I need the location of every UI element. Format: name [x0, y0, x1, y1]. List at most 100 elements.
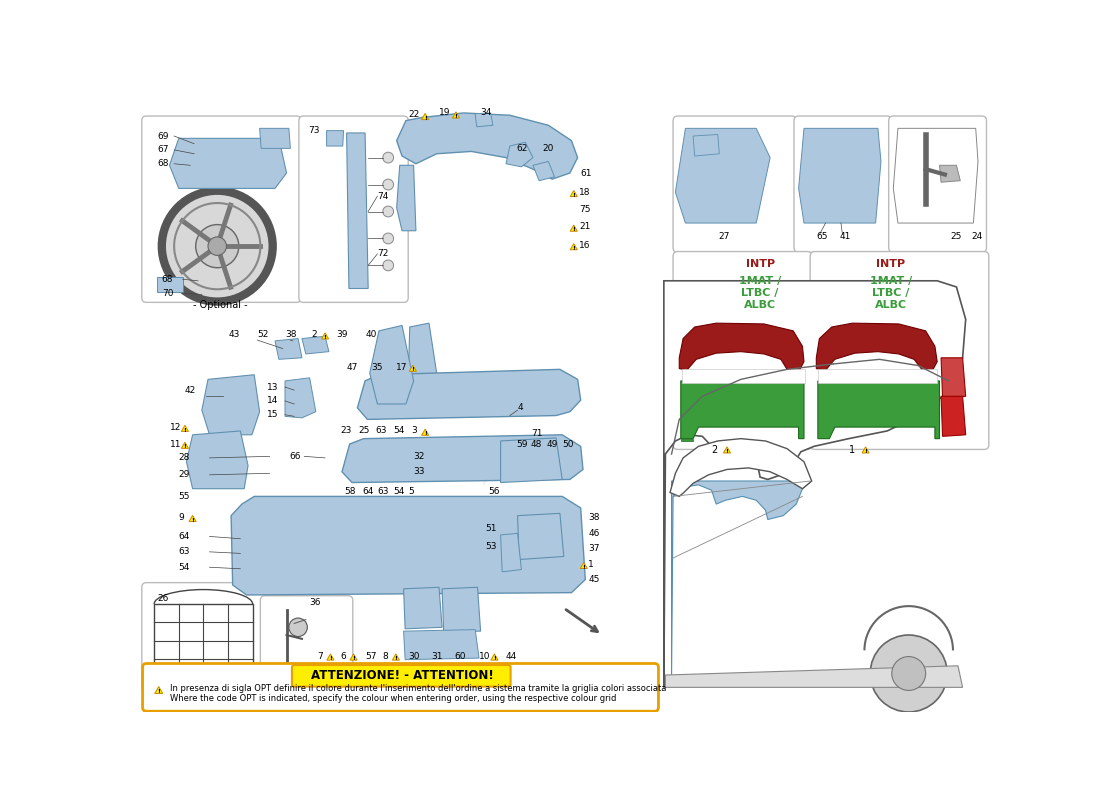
Polygon shape	[475, 113, 493, 126]
Polygon shape	[500, 438, 562, 482]
Polygon shape	[285, 378, 316, 418]
Text: 12: 12	[169, 422, 180, 432]
Polygon shape	[397, 113, 578, 179]
Polygon shape	[517, 514, 563, 559]
Text: 69: 69	[157, 131, 168, 141]
Polygon shape	[452, 112, 460, 118]
Text: 68: 68	[157, 159, 168, 168]
FancyBboxPatch shape	[142, 582, 265, 692]
Text: 52: 52	[257, 330, 268, 339]
Polygon shape	[570, 243, 578, 250]
Text: ATTENZIONE! - ATTENTION!: ATTENZIONE! - ATTENTION!	[310, 670, 494, 682]
FancyBboxPatch shape	[673, 116, 796, 252]
Polygon shape	[321, 333, 329, 339]
Text: !: !	[411, 367, 415, 373]
Text: !: !	[572, 246, 575, 251]
Text: 70: 70	[162, 289, 174, 298]
Text: 43: 43	[229, 330, 240, 339]
Polygon shape	[570, 225, 578, 231]
Polygon shape	[358, 370, 581, 419]
Text: !: !	[424, 431, 427, 436]
Text: 54: 54	[178, 562, 190, 572]
Polygon shape	[506, 142, 534, 167]
Text: 19: 19	[439, 109, 451, 118]
Text: 14: 14	[267, 397, 278, 406]
FancyBboxPatch shape	[261, 596, 353, 690]
Polygon shape	[301, 336, 329, 354]
Text: 32: 32	[414, 452, 425, 461]
Polygon shape	[580, 562, 587, 569]
Text: 48: 48	[530, 439, 542, 449]
Text: 29: 29	[178, 470, 190, 479]
Polygon shape	[664, 281, 966, 687]
Text: 74: 74	[377, 192, 388, 201]
Text: 58: 58	[344, 487, 355, 496]
Text: In presenza di sigla OPT definire il colore durante l'inserimento dell'ordine a : In presenza di sigla OPT definire il col…	[169, 684, 666, 693]
Polygon shape	[408, 323, 437, 381]
Text: !: !	[572, 227, 575, 232]
Text: 60: 60	[454, 652, 466, 661]
Polygon shape	[260, 128, 290, 148]
Text: 11: 11	[169, 439, 182, 449]
Text: 38: 38	[588, 514, 600, 522]
Text: !: !	[582, 565, 585, 570]
Text: !: !	[352, 656, 355, 662]
Polygon shape	[421, 429, 429, 435]
Text: 40: 40	[365, 330, 376, 339]
Polygon shape	[942, 396, 966, 436]
Text: !: !	[454, 114, 458, 119]
Circle shape	[870, 635, 947, 712]
Polygon shape	[680, 323, 804, 372]
Polygon shape	[693, 134, 719, 156]
Polygon shape	[893, 128, 978, 223]
Text: 23: 23	[341, 426, 352, 435]
Text: 53: 53	[485, 542, 497, 551]
Polygon shape	[404, 630, 480, 660]
Polygon shape	[570, 190, 578, 197]
Polygon shape	[397, 166, 416, 230]
Polygon shape	[157, 277, 183, 292]
Bar	[154, 604, 253, 678]
Circle shape	[383, 260, 394, 270]
FancyBboxPatch shape	[143, 663, 659, 711]
Text: 30: 30	[408, 652, 420, 661]
Text: 22: 22	[408, 110, 419, 119]
FancyBboxPatch shape	[299, 116, 408, 302]
Polygon shape	[442, 587, 481, 631]
Text: 46: 46	[588, 529, 600, 538]
FancyBboxPatch shape	[292, 665, 510, 686]
Polygon shape	[862, 447, 869, 453]
Text: 5: 5	[408, 487, 414, 496]
Polygon shape	[681, 381, 804, 438]
Polygon shape	[404, 587, 442, 629]
Polygon shape	[666, 666, 962, 687]
Polygon shape	[409, 366, 417, 371]
Text: 51: 51	[485, 524, 497, 534]
Polygon shape	[675, 128, 770, 223]
Polygon shape	[681, 438, 693, 441]
FancyBboxPatch shape	[142, 116, 301, 302]
Text: !: !	[191, 518, 194, 522]
Text: 75: 75	[580, 206, 591, 214]
Text: !: !	[184, 427, 186, 433]
Polygon shape	[275, 338, 301, 359]
Text: 1: 1	[849, 445, 856, 455]
Text: 1: 1	[588, 560, 594, 569]
Text: !: !	[493, 656, 496, 662]
FancyBboxPatch shape	[810, 251, 989, 450]
Text: 67: 67	[157, 146, 168, 154]
Text: 42: 42	[185, 386, 196, 394]
Text: 50: 50	[562, 439, 574, 449]
Text: 21: 21	[580, 222, 591, 231]
Text: 41: 41	[839, 232, 850, 241]
Text: ALBC: ALBC	[874, 301, 907, 310]
Text: !: !	[726, 449, 728, 454]
Polygon shape	[182, 426, 188, 431]
FancyBboxPatch shape	[673, 251, 812, 450]
Text: 26: 26	[157, 594, 168, 602]
Polygon shape	[155, 686, 163, 694]
Text: 4: 4	[517, 403, 524, 412]
Polygon shape	[491, 654, 498, 660]
Text: 1MAT /: 1MAT /	[870, 276, 912, 286]
Text: 55: 55	[178, 492, 190, 501]
